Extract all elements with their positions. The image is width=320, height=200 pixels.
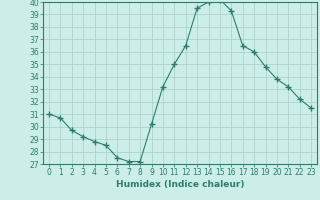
- X-axis label: Humidex (Indice chaleur): Humidex (Indice chaleur): [116, 180, 244, 189]
